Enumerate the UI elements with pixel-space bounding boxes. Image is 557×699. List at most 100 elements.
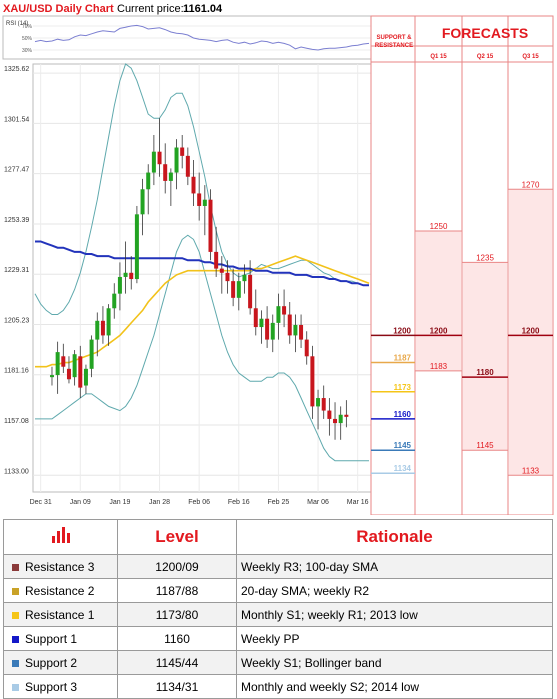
y-tick-label: 1133.00 [4, 468, 29, 475]
rationale-cell: Weekly S1; Bollinger band [236, 650, 553, 675]
level-swatch [12, 683, 19, 691]
y-tick-label: 1325.62 [4, 66, 29, 73]
forecasts-title: FORECASTS [442, 25, 528, 41]
level-value-cell: 1160 [117, 626, 237, 651]
x-tick-label: Jan 09 [70, 499, 91, 506]
candle-body [248, 274, 253, 309]
level-name-cell: Resistance 3 [3, 554, 118, 579]
level-swatch [12, 611, 19, 619]
candle-body [146, 172, 151, 190]
forecast-col-label: Q1 15 [430, 54, 447, 60]
sr-level-label: 1160 [394, 410, 412, 419]
candle-body [123, 272, 128, 277]
candle-body [72, 354, 77, 378]
candle-body [95, 320, 100, 340]
candle-body [61, 356, 66, 367]
candle-body [100, 320, 105, 336]
sr-level-label: 1134 [394, 464, 412, 473]
sr-label: RESISTANCE [375, 43, 413, 49]
rsi-panel [2, 15, 372, 60]
y-tick-label: 1181.16 [4, 368, 29, 375]
candle-body [270, 322, 275, 340]
sr-level-label: 1187 [394, 354, 412, 363]
candle-body [282, 306, 287, 315]
candle-body [180, 147, 185, 156]
candle-body [163, 164, 168, 181]
price-value: 1161.04 [183, 3, 223, 15]
forecast-level-label: 1145 [476, 441, 494, 450]
candle-body [129, 272, 134, 280]
level-name-cell: Resistance 2 [3, 578, 118, 603]
table-row: Support 1 1160 Weekly PP [3, 626, 553, 651]
level-value-cell: 1145/44 [117, 650, 237, 675]
table-row: Resistance 2 1187/88 20-day SMA; weekly R2 [3, 578, 553, 603]
y-tick-label: 1205.23 [4, 317, 29, 324]
chart-bars-icon-svg [51, 526, 70, 543]
candle-body [333, 418, 338, 424]
rationale-cell: Weekly R3; 100-day SMA [236, 554, 553, 579]
candle-body [106, 308, 111, 336]
level-header: Level [117, 519, 237, 555]
candle-body [157, 151, 162, 165]
level-name-cell: Support 2 [3, 650, 118, 675]
level-name-cell: Resistance 1 [3, 602, 118, 627]
rsi-tick-label: 50% [22, 36, 33, 42]
price-chart: XAU/USD Daily Chart Current price: 1161.… [2, 3, 554, 515]
candle-body [174, 147, 179, 173]
rsi-label: RSI (14) [6, 21, 28, 27]
level-value-cell: 1173/80 [117, 602, 237, 627]
candle-body [134, 214, 139, 280]
candle-body [259, 318, 264, 328]
candle-body [55, 352, 60, 376]
candle-body [327, 410, 332, 419]
sma-long-line [35, 240, 369, 287]
level-name: Support 3 [25, 679, 78, 694]
levels-table: Level Rationale Resistance 3 1200/09 Weekl… [3, 519, 553, 699]
chart-bars-icon [3, 519, 118, 555]
chart-title: XAU/USD Daily Chart [3, 3, 114, 15]
x-tick-label: Feb 25 [268, 499, 290, 506]
candle-body [304, 339, 309, 357]
rsi-tick-label: 30% [22, 48, 33, 54]
bollinger-upper-line [34, 63, 369, 315]
candle-body [338, 414, 343, 424]
forecast-col-label: Q3 15 [522, 54, 539, 60]
level-swatch [12, 587, 19, 595]
candle-body [66, 368, 71, 380]
candle-body [168, 172, 173, 181]
candle-body [202, 199, 207, 206]
candle-body [253, 308, 258, 328]
candle-body [83, 368, 88, 386]
forecast-level-label: 1200 [430, 326, 448, 335]
sr-level-label: 1173 [394, 383, 412, 392]
table-row: Support 2 1145/44 Weekly S1; Bollinger ban… [3, 650, 553, 675]
level-value-cell: 1187/88 [117, 578, 237, 603]
level-name: Support 2 [25, 655, 78, 670]
candle-body [197, 193, 202, 206]
rationale-cell: Monthly S1; weekly R1; 2013 low [236, 602, 553, 627]
forecast-level-label: 1183 [430, 362, 448, 371]
candle-body [293, 324, 298, 336]
y-tick-label: 1301.54 [4, 116, 29, 123]
candle-body [287, 314, 292, 336]
candle-body [78, 356, 83, 388]
candle-body [310, 356, 315, 407]
y-tick-label: 1157.08 [4, 418, 29, 425]
rationale-cell: Monthly and weekly S2; 2014 low [236, 674, 553, 699]
rationale-cell: Weekly PP [236, 626, 553, 651]
candle-body [49, 375, 54, 378]
forecast-level-label: 1235 [476, 253, 494, 262]
candle-body [236, 281, 241, 298]
candle-body [185, 155, 190, 177]
level-name: Support 1 [25, 631, 78, 646]
level-value-cell: 1200/09 [117, 554, 237, 579]
x-tick-label: Dec 31 [30, 499, 52, 506]
level-value-cell: 1134/31 [117, 674, 237, 699]
level-name: Resistance 3 [25, 559, 95, 574]
forecast-level-label: 1250 [430, 222, 448, 231]
candle-body [321, 398, 326, 411]
y-tick-label: 1253.39 [4, 217, 29, 224]
candle-body [112, 293, 117, 309]
sr-label: SUPPORT & [376, 35, 412, 41]
forecast-range [463, 262, 507, 451]
